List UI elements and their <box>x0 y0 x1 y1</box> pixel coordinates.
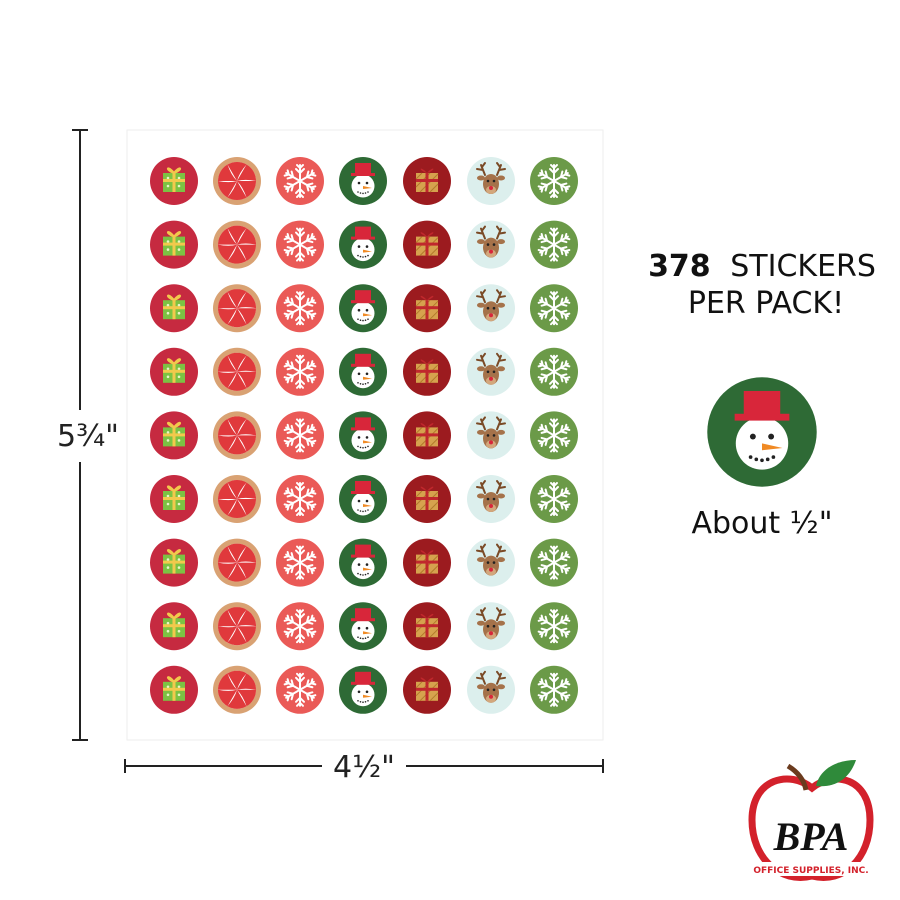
sticker <box>530 157 578 205</box>
headline-line2: PER PACK! <box>688 286 844 321</box>
sticker <box>339 411 387 460</box>
brand-logo: BPA OFFICE SUPPLIES, INC. <box>748 760 874 881</box>
sticker <box>276 348 324 396</box>
sticker <box>149 537 199 588</box>
sticker <box>339 157 387 205</box>
sticker <box>276 284 324 332</box>
sticker <box>149 283 199 334</box>
sticker <box>530 475 578 523</box>
sticker <box>402 665 452 715</box>
sticker <box>149 410 199 461</box>
sticker <box>466 664 516 715</box>
sticker <box>149 156 199 206</box>
height-label: 5¾" <box>57 419 119 454</box>
headline: 378 STICKERS <box>648 249 876 284</box>
sticker <box>339 284 387 333</box>
sticker <box>339 347 387 396</box>
sticker <box>530 284 578 332</box>
sticker-grid <box>149 156 578 715</box>
sticker <box>530 539 578 587</box>
sticker <box>466 474 516 524</box>
sticker <box>149 474 199 524</box>
logo-tagline: OFFICE SUPPLIES, INC. <box>753 866 868 876</box>
sticker <box>402 347 452 397</box>
sticker <box>402 220 452 270</box>
sticker <box>339 538 387 587</box>
sticker <box>276 602 324 650</box>
sticker <box>402 156 452 206</box>
sticker <box>402 538 452 588</box>
sticker <box>276 157 324 205</box>
height-dimension <box>72 129 88 741</box>
sticker <box>530 221 578 269</box>
sticker <box>149 346 199 397</box>
sticker <box>402 283 452 333</box>
sample-sticker <box>707 377 817 487</box>
sticker <box>276 475 324 523</box>
sticker <box>339 665 387 714</box>
sticker <box>149 219 199 270</box>
sticker <box>530 348 578 396</box>
sticker <box>466 346 516 397</box>
sticker <box>466 601 516 652</box>
sticker <box>339 220 387 269</box>
sticker <box>466 283 516 334</box>
sticker <box>466 156 516 206</box>
width-dimension <box>124 759 604 773</box>
sticker <box>530 411 578 459</box>
logo-name: BPA <box>773 814 849 859</box>
sticker <box>466 410 516 461</box>
width-label: 4½" <box>333 750 395 785</box>
sticker <box>530 602 578 650</box>
sticker <box>276 539 324 587</box>
sticker <box>149 601 199 652</box>
sticker <box>402 474 452 524</box>
sticker <box>276 666 324 714</box>
headline-label: STICKERS <box>730 249 876 284</box>
sticker-count: 378 <box>648 249 711 284</box>
sticker <box>402 410 452 460</box>
sticker <box>339 475 387 523</box>
size-caption: About ½" <box>691 506 832 541</box>
sticker <box>276 221 324 269</box>
sticker <box>466 537 516 588</box>
sticker <box>276 411 324 459</box>
sticker <box>149 664 199 715</box>
sticker <box>466 219 516 270</box>
sticker <box>530 666 578 714</box>
sticker <box>339 602 387 651</box>
sticker <box>402 601 452 651</box>
